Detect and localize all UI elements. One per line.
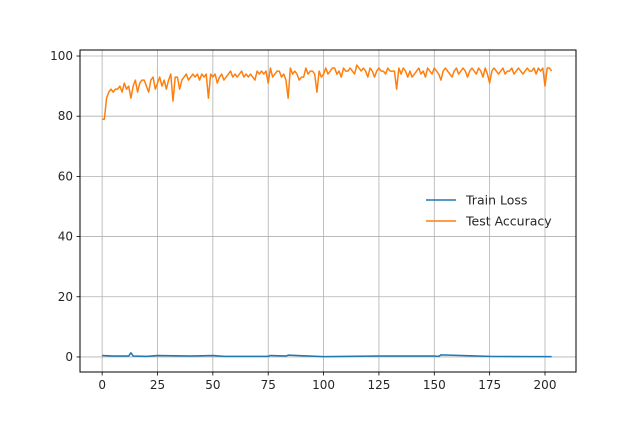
legend-label-test-accuracy: Test Accuracy (465, 214, 552, 229)
y-tick-label: 40 (58, 230, 73, 244)
legend: Train Loss Test Accuracy (426, 193, 552, 229)
x-tick-label: 125 (367, 378, 390, 392)
series-line-train-loss (102, 351, 552, 358)
series-line-test-accuracy (102, 64, 553, 120)
x-tick-label: 25 (150, 378, 165, 392)
axes-frame (79, 49, 577, 373)
x-tick-label: 100 (312, 378, 335, 392)
x-tick-label: 150 (423, 378, 446, 392)
y-tick-label: 100 (50, 49, 73, 63)
axis-ticks: 0 25 50 75 100 125 150 175 200 0 20 40 60 80 100 (50, 49, 556, 392)
x-tick-label: 50 (205, 378, 220, 392)
y-tick-label: 0 (65, 350, 73, 364)
x-tick-label: 75 (261, 378, 276, 392)
y-tick-label: 20 (58, 290, 73, 304)
y-tick-label: 80 (58, 109, 73, 123)
x-tick-label: 200 (534, 378, 557, 392)
plot-area (80, 50, 576, 372)
legend-label-train-loss: Train Loss (465, 193, 527, 208)
x-tick-label: 175 (478, 378, 501, 392)
x-tick-label: 0 (98, 378, 106, 392)
y-tick-label: 60 (58, 169, 73, 183)
series-layer (102, 64, 553, 358)
